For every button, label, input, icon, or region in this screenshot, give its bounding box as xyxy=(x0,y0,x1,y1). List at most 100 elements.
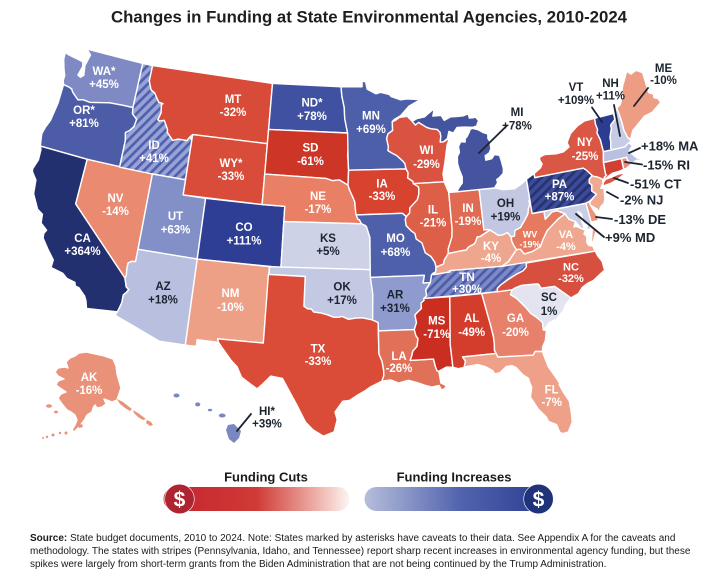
svg-text:+45%: +45% xyxy=(89,79,119,91)
svg-text:-33%: -33% xyxy=(218,171,245,183)
svg-text:+30%: +30% xyxy=(452,284,482,296)
svg-text:MO: MO xyxy=(386,233,405,245)
svg-text:-32%: -32% xyxy=(558,273,584,285)
svg-text:+78%: +78% xyxy=(297,111,327,123)
svg-text:-4%: -4% xyxy=(556,241,576,253)
svg-text:-26%: -26% xyxy=(386,363,413,375)
svg-text:IL: IL xyxy=(428,205,438,217)
svg-text:LA: LA xyxy=(391,351,406,363)
svg-text:-51% CT: -51% CT xyxy=(630,177,681,192)
svg-text:+39%: +39% xyxy=(252,419,282,431)
svg-text:NE: NE xyxy=(310,191,326,203)
svg-text:-2% NJ: -2% NJ xyxy=(620,193,663,208)
svg-text:+9% MD: +9% MD xyxy=(605,230,655,245)
svg-text:-21%: -21% xyxy=(420,218,447,230)
svg-text:spikes were largely from short: spikes were largely from short-term gran… xyxy=(30,559,606,570)
svg-text:$: $ xyxy=(174,489,186,512)
svg-text:NC: NC xyxy=(563,262,579,274)
svg-text:NY: NY xyxy=(577,137,593,149)
svg-text:+364%: +364% xyxy=(64,246,100,258)
svg-text:-33%: -33% xyxy=(369,191,396,203)
svg-text:-33%: -33% xyxy=(305,356,332,368)
svg-text:KY: KY xyxy=(483,241,499,253)
svg-text:WV: WV xyxy=(523,230,538,240)
svg-text:VA: VA xyxy=(559,229,574,241)
svg-text:PA: PA xyxy=(552,179,567,191)
svg-text:Funding Increases: Funding Increases xyxy=(397,470,512,485)
svg-text:WY*: WY* xyxy=(220,158,244,170)
svg-text:MT: MT xyxy=(225,94,242,106)
svg-text:MI: MI xyxy=(511,107,524,119)
svg-text:1%: 1% xyxy=(541,306,558,318)
svg-text:OK: OK xyxy=(333,282,351,294)
svg-text:CO: CO xyxy=(235,222,252,234)
svg-text:-25%: -25% xyxy=(572,151,599,163)
svg-text:-32%: -32% xyxy=(220,107,247,119)
svg-text:KS: KS xyxy=(320,233,336,245)
svg-text:OH: OH xyxy=(497,198,514,210)
svg-text:+81%: +81% xyxy=(69,118,99,130)
svg-text:FL: FL xyxy=(545,385,559,397)
svg-text:SC: SC xyxy=(541,292,557,304)
svg-text:ID: ID xyxy=(148,140,160,152)
svg-text:AR: AR xyxy=(387,290,404,302)
svg-text:+11%: +11% xyxy=(596,91,625,103)
svg-text:-19%: -19% xyxy=(455,216,482,228)
svg-text:SD: SD xyxy=(303,143,319,155)
svg-text:Source: State budget documents: Source: State budget documents, 2010 to … xyxy=(30,533,675,544)
svg-text:-49%: -49% xyxy=(458,327,485,339)
svg-text:+111%: +111% xyxy=(227,236,262,248)
svg-text:VT: VT xyxy=(569,82,584,94)
svg-text:+68%: +68% xyxy=(381,247,411,259)
svg-text:-7%: -7% xyxy=(541,397,561,409)
svg-text:OR*: OR* xyxy=(73,105,95,117)
svg-text:-20%: -20% xyxy=(502,327,529,339)
svg-text:WA*: WA* xyxy=(93,66,117,78)
svg-text:HI*: HI* xyxy=(259,406,276,418)
svg-text:+5%: +5% xyxy=(316,246,339,258)
svg-text:TN: TN xyxy=(459,272,474,284)
svg-text:NH: NH xyxy=(602,78,619,90)
svg-text:+63%: +63% xyxy=(161,225,191,237)
svg-text:+78%: +78% xyxy=(502,121,532,133)
svg-text:+41%: +41% xyxy=(139,153,169,165)
svg-text:+19%: +19% xyxy=(491,212,521,224)
svg-text:+87%: +87% xyxy=(545,192,575,204)
svg-text:TX: TX xyxy=(311,344,326,356)
svg-text:-10%: -10% xyxy=(217,302,244,314)
svg-text:AZ: AZ xyxy=(155,281,170,293)
svg-text:-15% RI: -15% RI xyxy=(643,158,690,173)
svg-text:AK: AK xyxy=(81,372,98,384)
svg-text:$: $ xyxy=(533,489,545,512)
svg-text:-61%: -61% xyxy=(297,156,324,168)
svg-text:+69%: +69% xyxy=(356,124,386,136)
svg-text:-10%: -10% xyxy=(650,75,677,87)
svg-text:GA: GA xyxy=(507,313,524,325)
svg-text:MN: MN xyxy=(362,111,380,123)
svg-text:AL: AL xyxy=(464,313,479,325)
svg-text:-71%: -71% xyxy=(423,329,450,341)
svg-text:Changes in Funding at State En: Changes in Funding at State Environmenta… xyxy=(111,8,628,27)
svg-text:+31%: +31% xyxy=(380,303,410,315)
svg-text:-13% DE: -13% DE xyxy=(614,212,666,227)
svg-text:-4%: -4% xyxy=(481,253,501,265)
svg-text:UT: UT xyxy=(168,211,183,223)
svg-text:MS: MS xyxy=(428,316,446,328)
svg-text:NM: NM xyxy=(222,288,240,300)
svg-text:-29%: -29% xyxy=(413,159,440,171)
svg-text:-19%: -19% xyxy=(519,240,540,250)
svg-text:+17%: +17% xyxy=(327,295,357,307)
svg-text:IA: IA xyxy=(376,179,388,191)
svg-text:-14%: -14% xyxy=(102,206,129,218)
svg-text:+18%: +18% xyxy=(148,295,178,307)
svg-text:-17%: -17% xyxy=(305,204,332,216)
svg-text:+18% MA: +18% MA xyxy=(641,139,699,154)
svg-text:NV: NV xyxy=(108,193,124,205)
svg-text:WI: WI xyxy=(419,145,433,157)
svg-text:ME: ME xyxy=(655,63,673,75)
svg-text:Funding Cuts: Funding Cuts xyxy=(224,470,308,485)
svg-text:ND*: ND* xyxy=(301,98,323,110)
svg-text:-16%: -16% xyxy=(76,385,103,397)
svg-text:CA: CA xyxy=(74,233,91,245)
svg-text:+109%: +109% xyxy=(558,95,594,107)
